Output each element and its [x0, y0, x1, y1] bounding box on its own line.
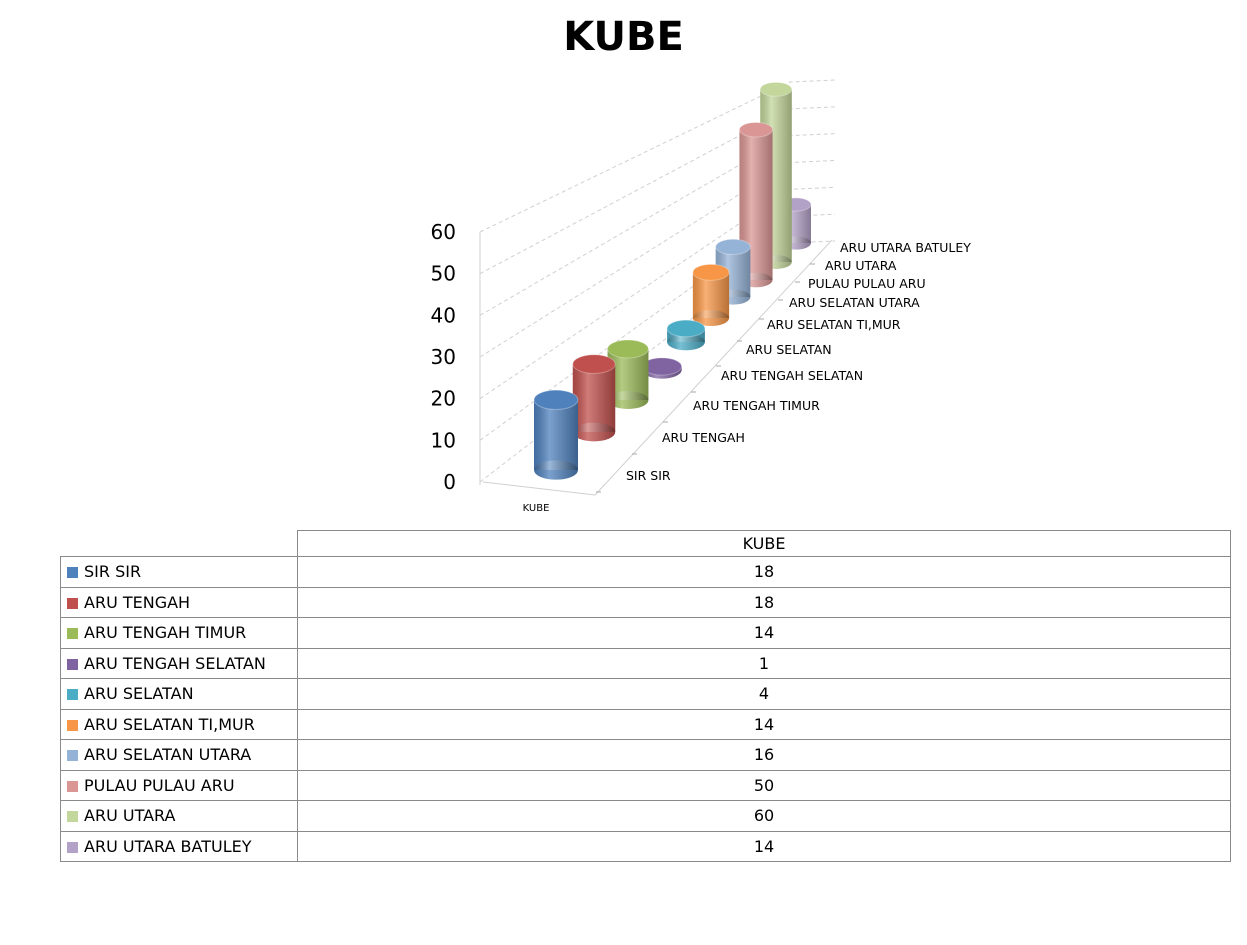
table-row: ARU SELATAN TI,MUR 14	[60, 708, 1231, 740]
row-label-cell: ARU TENGAH TIMUR	[60, 617, 298, 649]
category-label: SIR SIR	[626, 468, 671, 483]
row-label-cell: ARU TENGAH	[60, 586, 298, 618]
row-label-cell: ARU TENGAH SELATAN	[60, 647, 298, 679]
row-label-cell: ARU SELATAN UTARA	[60, 739, 298, 771]
category-label: ARU UTARA	[825, 258, 897, 273]
row-value: 4	[297, 678, 1231, 710]
category-label: ARU SELATAN UTARA	[789, 295, 920, 310]
row-label-cell: PULAU PULAU ARU	[60, 769, 298, 801]
chart-title: KUBE	[563, 14, 684, 60]
row-value: 18	[297, 586, 1231, 618]
category-label: ARU UTARA BATULEY	[840, 240, 971, 255]
bar-sir-sir	[533, 389, 579, 480]
row-value: 16	[297, 739, 1231, 771]
gridline	[479, 79, 836, 233]
legend-swatch	[67, 567, 78, 579]
table-row: ARU TENGAH 18	[60, 586, 1231, 618]
row-label: ARU UTARA BATULEY	[84, 836, 252, 856]
table-row: ARU UTARA BATULEY 14	[60, 830, 1231, 862]
row-label: SIR SIR	[84, 562, 142, 582]
y-tick-label: 30	[431, 345, 456, 369]
row-label-cell: SIR SIR	[60, 556, 298, 588]
data-table: KUBE SIR SIR 18 ARU TENGAH 18 ARU TENGAH TIM…	[60, 530, 1231, 862]
row-value: 14	[297, 830, 1231, 862]
legend-swatch	[67, 780, 78, 792]
y-tick-label: 10	[431, 428, 456, 452]
legend-swatch	[67, 719, 78, 731]
bar-aru-selatan	[666, 319, 706, 351]
legend-swatch	[67, 841, 78, 853]
category-label: ARU TENGAH	[662, 430, 745, 445]
depth-axis	[594, 239, 833, 496]
row-label: ARU TENGAH	[84, 592, 191, 612]
row-value: 1	[297, 647, 1231, 679]
row-label: ARU TENGAH TIMUR	[84, 623, 247, 643]
gridline	[479, 240, 836, 483]
row-value: 14	[297, 708, 1231, 740]
table-row: ARU UTARA 60	[60, 800, 1231, 832]
category-label: ARU TENGAH TIMUR	[693, 398, 820, 413]
row-label-cell: ARU UTARA BATULEY	[60, 830, 298, 862]
row-label-cell: ARU SELATAN	[60, 678, 298, 710]
row-label: ARU UTARA	[84, 806, 176, 826]
table-row: SIR SIR 18	[60, 556, 1231, 588]
row-value: 18	[297, 556, 1231, 588]
category-label: ARU SELATAN TI,MUR	[767, 317, 901, 332]
row-label: PULAU PULAU ARU	[84, 775, 235, 795]
row-label-cell: ARU SELATAN TI,MUR	[60, 708, 298, 740]
row-label: ARU SELATAN	[84, 684, 194, 704]
data-table-header: KUBE	[297, 530, 1231, 557]
y-tick-label: 60	[431, 220, 456, 244]
legend-swatch	[67, 597, 78, 609]
bar-aru-tengah	[572, 354, 616, 442]
data-table-header-row: KUBE	[61, 530, 1231, 557]
legend-swatch	[67, 658, 78, 670]
row-label: ARU SELATAN TI,MUR	[84, 714, 255, 734]
category-label: ARU TENGAH SELATAN	[721, 368, 863, 383]
row-label: ARU SELATAN UTARA	[84, 745, 252, 765]
table-row: ARU TENGAH SELATAN 1	[60, 647, 1231, 679]
legend-swatch	[67, 750, 78, 762]
legend-swatch	[67, 628, 78, 640]
table-row: ARU TENGAH TIMUR 14	[60, 617, 1231, 649]
row-value: 60	[297, 800, 1231, 832]
legend-swatch	[67, 689, 78, 701]
bar-aru-selatan-ti-mur	[692, 263, 730, 326]
y-tick-label: 0	[443, 470, 456, 494]
legend-swatch	[67, 811, 78, 823]
category-label: ARU SELATAN	[746, 342, 832, 357]
y-tick-label: 50	[431, 262, 456, 286]
floor-edge	[482, 481, 596, 496]
row-value: 50	[297, 769, 1231, 801]
table-row: ARU SELATAN UTARA 16	[60, 739, 1231, 771]
y-tick-label: 40	[431, 303, 456, 327]
row-label-cell: ARU UTARA	[60, 800, 298, 832]
bar-pulau-pulau-aru	[738, 121, 774, 288]
bar-aru-tengah-selatan	[641, 357, 683, 379]
table-row: ARU SELATAN 4	[60, 678, 1231, 710]
category-axis-label: KUBE	[523, 503, 550, 514]
y-tick-label: 20	[431, 387, 456, 411]
chart-3d-plot: 0 10 20 30 40 50 60 KUBE SIR SIR ARU TENGAH ARU T…	[431, 79, 971, 514]
row-value: 14	[297, 617, 1231, 649]
category-label: PULAU PULAU ARU	[808, 276, 926, 291]
table-row: PULAU PULAU ARU 50	[60, 769, 1231, 801]
row-label: ARU TENGAH SELATAN	[84, 653, 266, 673]
